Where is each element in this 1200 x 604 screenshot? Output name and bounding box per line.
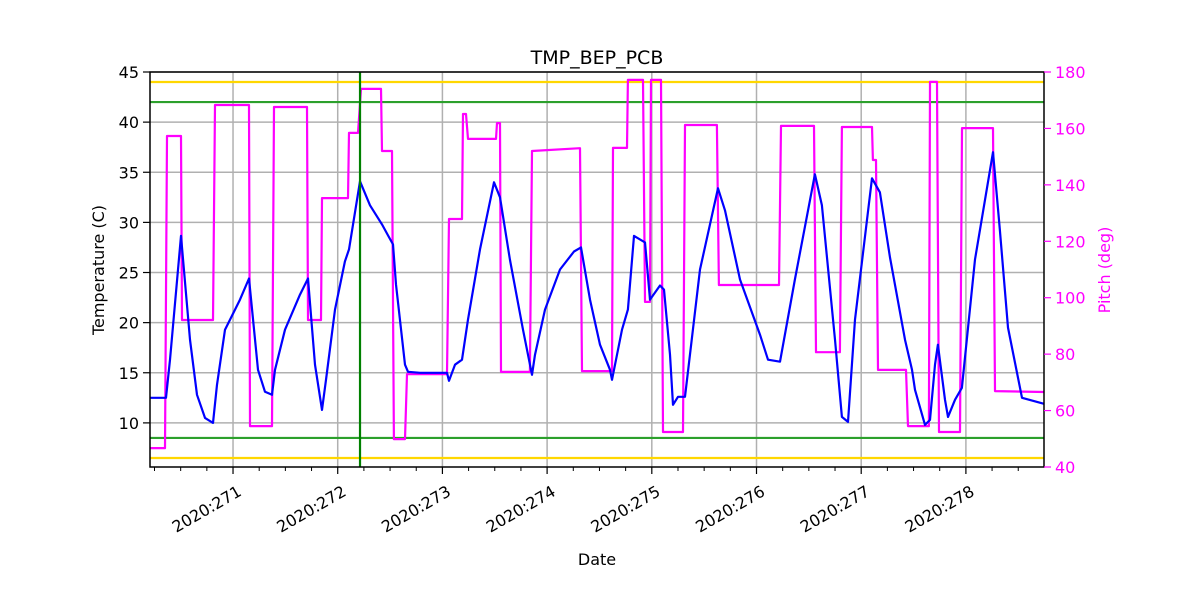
y2-tick-label: 120: [1055, 232, 1086, 251]
plot-frame: [149, 71, 1045, 468]
y-tick-label: 45: [119, 63, 139, 82]
x-axis-label: Date: [578, 550, 616, 569]
x-tick-label: 2020:273: [378, 482, 454, 537]
y2-axis-label: Pitch (deg): [1095, 227, 1114, 314]
pitch-series-line: [150, 78, 1045, 450]
y2-tick-label: 40: [1055, 458, 1075, 477]
y2-tick-label: 100: [1055, 289, 1086, 308]
y-tick-label: 20: [119, 314, 139, 333]
y2-tick-label: 140: [1055, 176, 1086, 195]
y-tick-label: 35: [119, 163, 139, 182]
temperature-series-line: [150, 151, 1045, 426]
y-tick-label: 15: [119, 364, 139, 383]
y-tick-label: 30: [119, 213, 139, 232]
chart-title: TMP_BEP_PCB: [530, 47, 664, 69]
y2-tick-label: 60: [1055, 402, 1075, 421]
y2-tick-label: 160: [1055, 119, 1086, 138]
x-tick-label: 2020:277: [797, 482, 873, 537]
x-tick-label: 2020:271: [169, 482, 245, 537]
x-tick-label: 2020:274: [483, 482, 559, 537]
x-tick-label: 2020:272: [273, 482, 349, 537]
x-tick-label: 2020:276: [692, 482, 768, 537]
grid: [150, 71, 1044, 467]
series-layer: [150, 78, 1045, 450]
y2-tick-label: 180: [1055, 63, 1086, 82]
y-tick-label: 40: [119, 113, 139, 132]
x-tick-label: 2020:278: [902, 482, 978, 537]
y-tick-label: 25: [119, 264, 139, 283]
ticks: 2020:271 2020:272 2020:273 2020:274 2020:275…: [119, 63, 1086, 536]
limit-lines: [150, 80, 1044, 460]
y-tick-label: 10: [119, 414, 139, 433]
y-axis-label: Temperature (C): [89, 205, 108, 336]
x-tick-label: 2020:275: [588, 482, 664, 537]
y2-tick-label: 80: [1055, 345, 1075, 364]
